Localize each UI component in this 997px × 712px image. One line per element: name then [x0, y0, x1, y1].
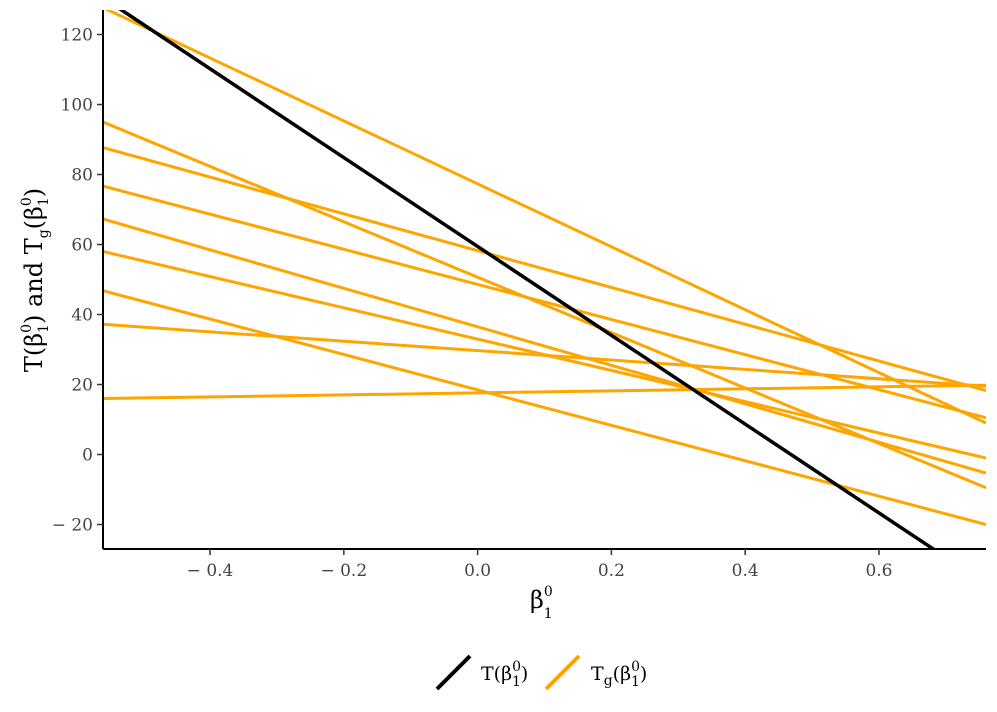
series-line-Tg-4: [103, 184, 986, 420]
legend-key-T: [435, 654, 472, 691]
x-tick-label: 0.2: [598, 561, 625, 581]
legend: T(β0 1) Tg(β0 1): [435, 654, 647, 691]
series-line-Tg-7: [103, 289, 986, 526]
series-line-Tg-2: [103, 120, 986, 490]
y-tick-label: 100: [61, 96, 93, 116]
x-tick-label: − 0.4: [187, 561, 234, 581]
y-tick-label: − 20: [52, 516, 93, 536]
y-tick-label: 60: [71, 236, 93, 256]
y-tick-label: 0: [82, 446, 93, 466]
legend-label-Tg: Tg(β0 1): [591, 659, 647, 690]
y-tick-label: 40: [71, 306, 93, 326]
series-line-Tg-1: [104, 10, 986, 425]
y-ticks: − 20 0 20 40 60 80 100 120: [52, 26, 103, 536]
series-line-Tg-5: [103, 217, 986, 475]
series-line-T: [118, 10, 937, 549]
x-tick-label: − 0.2: [320, 561, 367, 581]
series-line-Tg-9: [103, 383, 986, 400]
y-tick-label: 120: [61, 26, 93, 46]
legend-key-Tg: [544, 654, 581, 691]
y-tick-label: 20: [71, 376, 93, 396]
x-axis-title: β0 1: [530, 584, 553, 622]
series-line-Tg-3: [103, 146, 986, 392]
series-line-Tg-8: [103, 322, 986, 388]
x-tick-label: 0.0: [464, 561, 491, 581]
x-ticks: − 0.4 − 0.2 0.0 0.2 0.4 0.6: [187, 549, 892, 581]
x-tick-label: 0.4: [732, 561, 759, 581]
x-tick-label: 0.6: [865, 561, 892, 581]
y-axis-title: T(β01) and Tg(β01): [19, 188, 52, 372]
legend-label-T: T(β0 1): [481, 659, 528, 690]
series-layer: [103, 10, 986, 549]
y-tick-label: 80: [71, 166, 93, 186]
